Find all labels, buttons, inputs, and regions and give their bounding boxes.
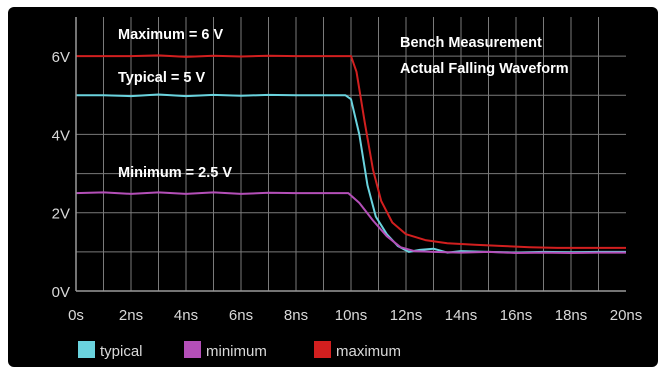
axes <box>75 17 626 292</box>
legend-label-maximum: maximum <box>336 343 401 360</box>
series-lines <box>75 54 626 254</box>
x-tick-label: 18ns <box>555 307 588 324</box>
y-tick-label: 4V <box>52 127 70 144</box>
legend-swatch-minimum <box>184 341 201 358</box>
legend-label-minimum: minimum <box>206 343 267 360</box>
x-tick-label: 20ns <box>610 307 643 324</box>
x-tick-label: 16ns <box>500 307 533 324</box>
chart-panel: 0V 2V 4V 6V 0s 2ns 4ns 6ns 8ns 10ns 12ns 14ns 16ns 1… <box>8 7 658 367</box>
x-tick-label: 2ns <box>119 307 143 324</box>
x-tick-label: 0s <box>68 307 84 324</box>
y-tick-label: 0V <box>52 284 70 301</box>
annotation-typical: Typical = 5 V <box>118 70 206 86</box>
legend-swatch-maximum <box>314 341 331 358</box>
series-line-maximum <box>76 54 626 249</box>
x-tick-label: 4ns <box>174 307 198 324</box>
annotation-bench-line1: Bench Measurement <box>400 35 542 51</box>
legend-swatch-typical <box>78 341 95 358</box>
x-tick-label: 6ns <box>229 307 253 324</box>
x-tick-label: 14ns <box>445 307 478 324</box>
y-tick-label: 6V <box>52 49 70 66</box>
x-tick-label: 10ns <box>335 307 368 324</box>
x-tick-label: 12ns <box>390 307 423 324</box>
y-tick-label: 2V <box>52 206 70 223</box>
annotation-minimum: Minimum = 2.5 V <box>118 165 232 181</box>
y-axis-ticks: 0V 2V 4V 6V <box>52 49 70 301</box>
x-axis-ticks: 0s 2ns 4ns 6ns 8ns 10ns 12ns 14ns 16ns 18ns 20ns <box>68 307 642 324</box>
waveform-chart: 0V 2V 4V 6V 0s 2ns 4ns 6ns 8ns 10ns 12ns 14ns 16ns 1… <box>52 17 642 360</box>
annotation-bench-line2: Actual Falling Waveform <box>400 61 569 77</box>
series-line-minimum <box>75 191 626 254</box>
legend-label-typical: typical <box>100 343 143 360</box>
annotation-maximum: Maximum = 6 V <box>118 27 223 43</box>
x-tick-label: 8ns <box>284 307 308 324</box>
legend: typical minimum maximum <box>78 341 401 360</box>
